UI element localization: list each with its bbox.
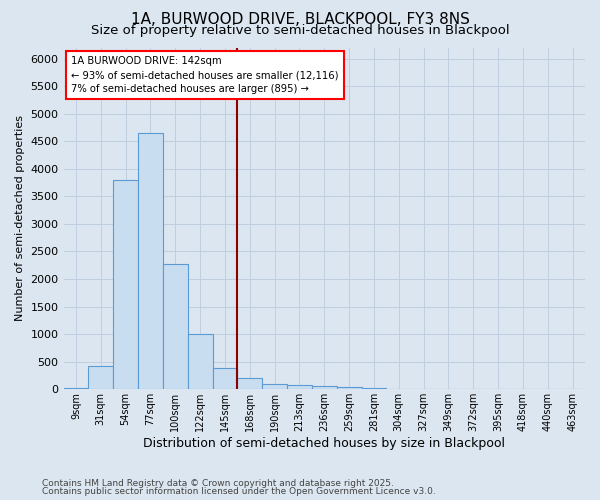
Text: Size of property relative to semi-detached houses in Blackpool: Size of property relative to semi-detach… <box>91 24 509 37</box>
Text: Contains HM Land Registry data © Crown copyright and database right 2025.: Contains HM Land Registry data © Crown c… <box>42 478 394 488</box>
Bar <box>113 180 138 390</box>
Bar <box>64 388 88 390</box>
Bar <box>163 264 188 390</box>
Bar <box>362 388 386 390</box>
Bar <box>262 384 287 390</box>
Bar <box>138 133 163 390</box>
X-axis label: Distribution of semi-detached houses by size in Blackpool: Distribution of semi-detached houses by … <box>143 437 505 450</box>
Bar <box>287 386 312 390</box>
Text: 1A BURWOOD DRIVE: 142sqm
← 93% of semi-detached houses are smaller (12,116)
7% o: 1A BURWOOD DRIVE: 142sqm ← 93% of semi-d… <box>71 56 339 94</box>
Text: 1A, BURWOOD DRIVE, BLACKPOOL, FY3 8NS: 1A, BURWOOD DRIVE, BLACKPOOL, FY3 8NS <box>131 12 469 28</box>
Bar <box>212 368 238 390</box>
Bar <box>337 387 362 390</box>
Bar <box>238 378 262 390</box>
Bar <box>312 386 337 390</box>
Bar <box>188 334 212 390</box>
Bar <box>88 366 113 390</box>
Y-axis label: Number of semi-detached properties: Number of semi-detached properties <box>15 116 25 322</box>
Text: Contains public sector information licensed under the Open Government Licence v3: Contains public sector information licen… <box>42 487 436 496</box>
